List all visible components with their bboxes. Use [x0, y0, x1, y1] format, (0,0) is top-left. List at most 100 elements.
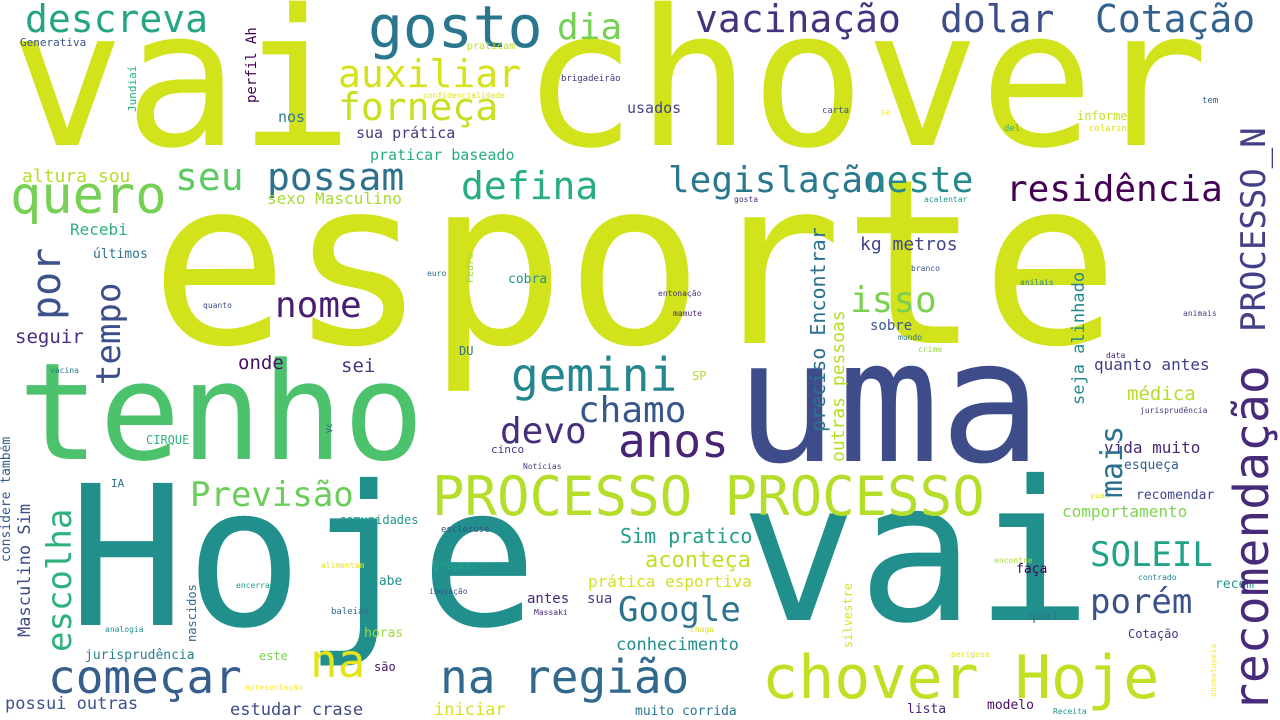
word: quanto antes: [1094, 355, 1210, 374]
word: perigosa: [951, 650, 990, 659]
word: chamo: [578, 390, 687, 431]
word: encerradas: [236, 581, 285, 590]
word: vacina: [50, 366, 79, 375]
word: chover: [522, 0, 1209, 190]
word: analogia: [105, 625, 144, 634]
word: faça: [1016, 562, 1048, 577]
word: SP: [692, 369, 707, 383]
word: este: [259, 649, 288, 663]
word: aconteça: [645, 548, 751, 573]
word: seguir: [15, 326, 84, 348]
word: preciso Encontrar: [806, 227, 830, 432]
word: vida muito: [1104, 438, 1201, 457]
word: uma: [735, 304, 1043, 502]
word: esqueça: [1124, 458, 1179, 473]
word: chaga: [690, 625, 715, 634]
word: quanto: [203, 301, 232, 310]
word: SOLEIL: [1090, 535, 1213, 575]
word: Sim pratico: [620, 524, 753, 548]
word: apresentação: [245, 683, 303, 692]
word: modelo: [987, 698, 1034, 713]
word: muito corrida: [635, 704, 737, 719]
word: escolha: [40, 508, 80, 652]
word: sabe: [371, 574, 403, 589]
word: seu: [175, 155, 244, 199]
word: tenho: [18, 334, 425, 491]
word: entonação: [658, 289, 702, 298]
word: descreva: [25, 0, 209, 41]
word: jurisprudência: [1140, 406, 1208, 415]
word: sua: [587, 591, 613, 607]
word: mais: [1095, 425, 1130, 498]
word: neste: [865, 160, 974, 201]
word: del: [1004, 124, 1021, 134]
word: porém: [1090, 582, 1193, 622]
word: nascidos: [185, 584, 199, 642]
word: carta: [822, 106, 850, 116]
word: recomendação: [1224, 365, 1280, 712]
word: isso: [850, 280, 937, 321]
word: gemini: [511, 348, 678, 402]
word: cinco: [491, 443, 525, 456]
word: PROCESSO_N: [1234, 127, 1274, 332]
word: informe: [1077, 109, 1128, 123]
word: iniciar: [434, 700, 506, 720]
word: esclerose: [441, 525, 490, 535]
word: animais: [1183, 309, 1217, 318]
word: por: [24, 247, 70, 320]
word: tempo: [89, 282, 129, 385]
word: Receita: [1053, 707, 1087, 716]
word: Google: [618, 590, 741, 630]
word: Notícias: [523, 462, 562, 471]
word: nos: [278, 108, 306, 126]
word: gosto: [368, 0, 543, 61]
word: contrado: [1138, 573, 1177, 582]
word: sei: [341, 355, 376, 377]
word: forneça: [338, 85, 499, 129]
word: sua prática: [356, 124, 456, 142]
word: dia: [557, 7, 623, 48]
word: yuan: [1090, 491, 1110, 500]
word: inovação: [429, 587, 468, 596]
word: conhecimento: [616, 635, 739, 655]
word: Recebi: [70, 220, 128, 239]
word: esporte: [150, 131, 1120, 398]
word: sexo Masculino: [267, 189, 402, 208]
word: outras pessoas: [828, 310, 849, 462]
word: auxiliar: [338, 52, 522, 96]
word: devo: [500, 411, 587, 452]
word: usados: [627, 99, 682, 117]
word: PROCESSO PROCESSO: [432, 465, 985, 528]
word: onde: [238, 352, 284, 374]
word: nome: [275, 285, 362, 326]
word: baleias: [331, 607, 369, 617]
word: são: [374, 660, 396, 674]
word: mundo: [898, 333, 923, 342]
word: CIRQUE: [146, 433, 190, 447]
word: na: [310, 634, 366, 688]
word: crime: [918, 345, 943, 354]
word: encontre: [994, 556, 1033, 565]
word: jurisprudência: [85, 648, 195, 663]
word: tem: [1202, 96, 1219, 106]
word: Cotação: [1095, 0, 1256, 41]
word: se: [880, 108, 891, 118]
word: dolar: [940, 0, 1055, 41]
word: data: [1106, 351, 1126, 360]
word: seja alinhado: [1069, 271, 1089, 405]
word: praticar baseado: [370, 146, 515, 164]
word: sobre: [870, 318, 913, 334]
word: brigadeirão: [561, 74, 621, 84]
word: comportamento: [1062, 502, 1188, 521]
word: Vc: [325, 423, 334, 433]
word: kg metros: [860, 234, 958, 255]
word: colarinho: [1089, 124, 1138, 134]
word: vai: [740, 439, 1093, 666]
word: praticam: [467, 41, 516, 52]
word: antes: [527, 591, 570, 607]
word: anos: [618, 414, 729, 468]
word: na região: [440, 650, 690, 704]
word: considere também: [0, 436, 14, 562]
word: Masculino Sim: [15, 503, 35, 637]
